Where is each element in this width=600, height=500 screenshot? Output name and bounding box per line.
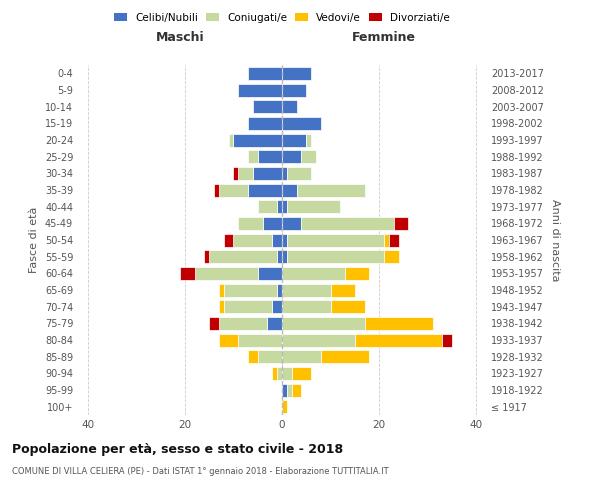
- Bar: [282, 367, 292, 380]
- Bar: [384, 234, 389, 246]
- Bar: [389, 234, 398, 246]
- Bar: [219, 317, 268, 330]
- Bar: [287, 167, 311, 180]
- Bar: [282, 250, 287, 263]
- Bar: [282, 100, 296, 113]
- Bar: [258, 150, 282, 163]
- Bar: [287, 234, 384, 246]
- Bar: [282, 317, 365, 330]
- Bar: [282, 67, 311, 80]
- Bar: [258, 200, 277, 213]
- Bar: [287, 250, 384, 263]
- Bar: [219, 184, 248, 196]
- Bar: [233, 167, 238, 180]
- Bar: [238, 334, 282, 346]
- Bar: [321, 350, 370, 363]
- Bar: [292, 384, 301, 396]
- Bar: [287, 384, 292, 396]
- Bar: [365, 317, 433, 330]
- Bar: [282, 217, 301, 230]
- Bar: [180, 267, 194, 280]
- Bar: [272, 234, 282, 246]
- Text: Maschi: Maschi: [155, 31, 205, 44]
- Bar: [345, 267, 370, 280]
- Bar: [277, 284, 282, 296]
- Bar: [268, 317, 282, 330]
- Bar: [282, 400, 287, 413]
- Bar: [282, 350, 321, 363]
- Bar: [248, 350, 258, 363]
- Bar: [306, 134, 311, 146]
- Bar: [282, 384, 287, 396]
- Bar: [224, 234, 233, 246]
- Bar: [258, 267, 282, 280]
- Bar: [229, 134, 233, 146]
- Bar: [292, 367, 311, 380]
- Text: Femmine: Femmine: [352, 31, 416, 44]
- Bar: [282, 234, 287, 246]
- Bar: [253, 100, 282, 113]
- Bar: [233, 134, 282, 146]
- Bar: [384, 250, 398, 263]
- Bar: [248, 184, 282, 196]
- Bar: [331, 300, 365, 313]
- Bar: [272, 300, 282, 313]
- Bar: [209, 250, 277, 263]
- Bar: [253, 167, 282, 180]
- Bar: [282, 200, 287, 213]
- Bar: [331, 284, 355, 296]
- Bar: [204, 250, 209, 263]
- Bar: [238, 217, 263, 230]
- Bar: [214, 184, 219, 196]
- Bar: [219, 334, 238, 346]
- Bar: [224, 300, 272, 313]
- Bar: [272, 367, 277, 380]
- Bar: [258, 350, 282, 363]
- Bar: [282, 284, 331, 296]
- Bar: [282, 134, 306, 146]
- Bar: [287, 200, 340, 213]
- Bar: [209, 317, 219, 330]
- Bar: [282, 184, 296, 196]
- Bar: [238, 84, 282, 96]
- Bar: [442, 334, 452, 346]
- Bar: [224, 284, 277, 296]
- Bar: [282, 300, 331, 313]
- Bar: [233, 234, 272, 246]
- Bar: [296, 184, 365, 196]
- Bar: [248, 67, 282, 80]
- Bar: [282, 267, 345, 280]
- Bar: [277, 367, 282, 380]
- Bar: [282, 150, 301, 163]
- Y-axis label: Fasce di età: Fasce di età: [29, 207, 39, 273]
- Y-axis label: Anni di nascita: Anni di nascita: [550, 198, 560, 281]
- Bar: [394, 217, 408, 230]
- Bar: [219, 300, 224, 313]
- Bar: [238, 167, 253, 180]
- Bar: [282, 167, 287, 180]
- Bar: [282, 334, 355, 346]
- Text: COMUNE DI VILLA CELIERA (PE) - Dati ISTAT 1° gennaio 2018 - Elaborazione TUTTITA: COMUNE DI VILLA CELIERA (PE) - Dati ISTA…: [12, 468, 389, 476]
- Bar: [248, 117, 282, 130]
- Bar: [277, 250, 282, 263]
- Bar: [219, 284, 224, 296]
- Bar: [301, 217, 394, 230]
- Text: Popolazione per età, sesso e stato civile - 2018: Popolazione per età, sesso e stato civil…: [12, 442, 343, 456]
- Bar: [282, 117, 321, 130]
- Bar: [194, 267, 258, 280]
- Bar: [248, 150, 258, 163]
- Bar: [355, 334, 442, 346]
- Bar: [301, 150, 316, 163]
- Bar: [263, 217, 282, 230]
- Bar: [282, 84, 306, 96]
- Legend: Celibi/Nubili, Coniugati/e, Vedovi/e, Divorziati/e: Celibi/Nubili, Coniugati/e, Vedovi/e, Di…: [114, 12, 450, 22]
- Bar: [277, 200, 282, 213]
